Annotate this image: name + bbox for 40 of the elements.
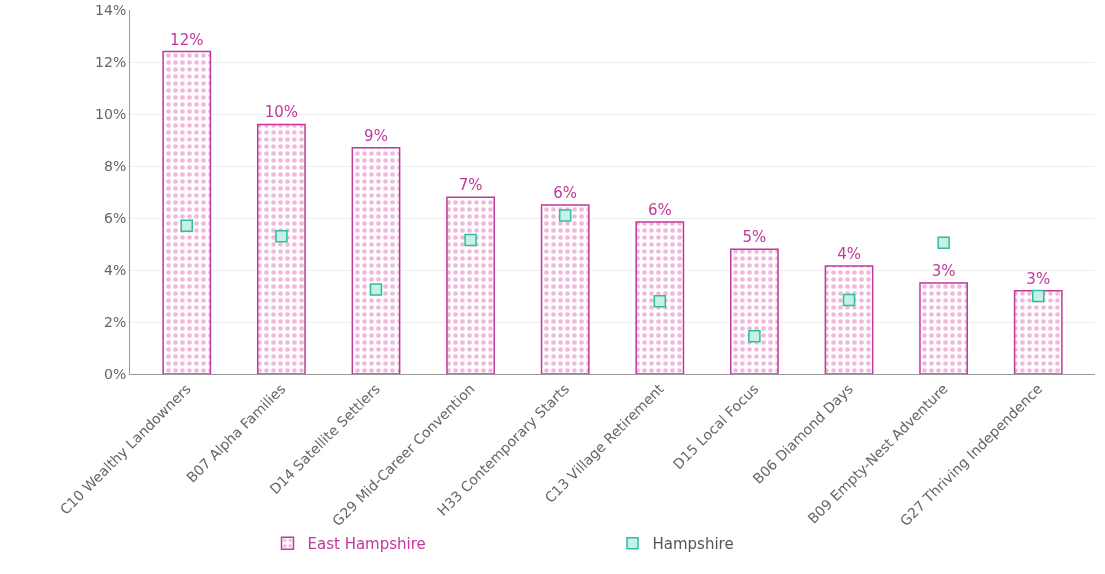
y-tick-label: 6%	[103, 209, 127, 226]
y-tick-label: 2%	[103, 313, 127, 330]
bar	[540, 204, 590, 374]
point	[937, 236, 950, 249]
bar	[1013, 290, 1063, 374]
legend-label: Hampshire	[652, 534, 734, 553]
bar	[730, 248, 779, 374]
y-tick-label: 0%	[103, 365, 127, 382]
bar	[446, 196, 495, 374]
data-label: 5%	[742, 228, 767, 247]
text: East Hampshire	[307, 534, 426, 553]
bar	[824, 265, 874, 374]
data-label: 4%	[837, 245, 861, 264]
bar	[162, 50, 212, 374]
point	[369, 283, 383, 296]
point	[275, 229, 288, 243]
data-label: 6%	[553, 184, 578, 202]
point	[180, 219, 194, 233]
bar	[919, 282, 969, 374]
point	[748, 330, 761, 343]
y-tick-label: 10%	[95, 105, 127, 122]
y-tick-label: 8%	[103, 157, 127, 174]
y-tick-label: 12%	[95, 53, 127, 70]
y-tick-label: 4%	[103, 261, 127, 278]
point	[558, 209, 572, 222]
point	[653, 294, 667, 308]
data-label: 12%	[170, 30, 204, 49]
data-label: 7%	[458, 176, 483, 195]
data-label: 10%	[264, 103, 299, 122]
data-label: 6%	[647, 200, 672, 219]
bar	[256, 123, 306, 374]
data-label: 9%	[364, 126, 388, 145]
point	[842, 293, 856, 307]
bar	[635, 221, 685, 374]
y-tick-label: 14%	[95, 1, 127, 18]
point	[1031, 289, 1045, 303]
data-label: 3%	[1026, 269, 1051, 288]
point	[464, 233, 477, 247]
data-label: 3%	[931, 262, 956, 280]
bar	[351, 147, 401, 374]
